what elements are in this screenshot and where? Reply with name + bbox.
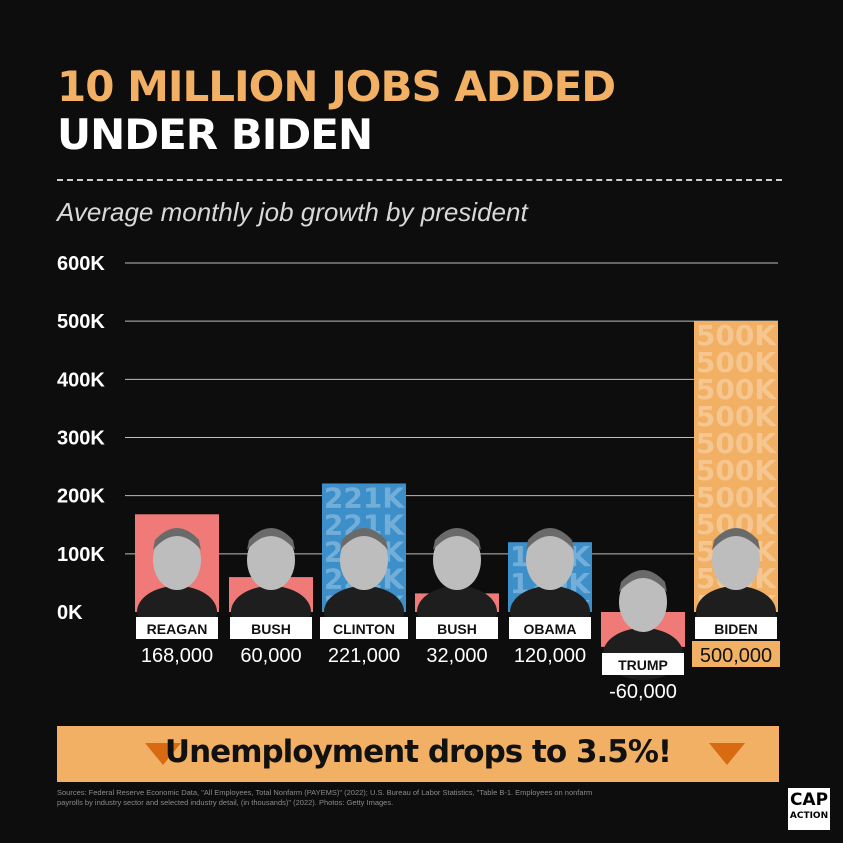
- bar-value-label: 221,000: [328, 645, 400, 667]
- bar-group: TRUMP -60,000: [601, 570, 685, 703]
- y-tick-label: 500K: [57, 311, 105, 333]
- bar-watermark-text: 500K: [696, 400, 777, 433]
- portrait-hair: [526, 528, 574, 550]
- chart-subtitle: Average monthly job growth by president: [57, 197, 528, 227]
- name-label-box: [602, 653, 684, 675]
- cap-action-logo: CAP ACTION: [788, 788, 830, 830]
- bar-group: BUSH 60,000: [229, 528, 313, 667]
- name-label-box: [695, 617, 777, 639]
- president-name-label: OBAMA: [524, 621, 577, 637]
- dashed-divider: [57, 179, 782, 181]
- bar-group: BUSH 32,000: [415, 528, 499, 667]
- bar-group: 500K500K500K500K500K500K500K500K500K500K…: [692, 319, 780, 667]
- portrait-hair: [712, 528, 760, 550]
- down-arrow-icon: [145, 743, 181, 765]
- president-name-label: TRUMP: [618, 657, 668, 673]
- portrait-head: [340, 530, 388, 590]
- portrait-hair: [433, 528, 481, 550]
- portrait-hair: [247, 528, 295, 550]
- bar-watermark-text: 500K: [696, 454, 777, 487]
- portrait-head: [153, 530, 201, 590]
- title-line-2: UNDER BIDEN: [57, 110, 373, 159]
- bar-value-label: 168,000: [141, 645, 213, 667]
- portrait-head: [526, 530, 574, 590]
- bar-value-label: -60,000: [609, 681, 677, 703]
- name-label-box: [230, 617, 312, 639]
- bar-value-label: 60,000: [240, 645, 301, 667]
- bar-watermark-text: 500K: [696, 373, 777, 406]
- portrait-head: [247, 530, 295, 590]
- president-name-label: CLINTON: [333, 621, 395, 637]
- president-name-label: REAGAN: [147, 621, 208, 637]
- bar-value-label: 32,000: [426, 645, 487, 667]
- name-label-box: [416, 617, 498, 639]
- y-tick-label: 600K: [57, 253, 105, 275]
- name-label-box: [320, 617, 408, 639]
- portrait-head: [433, 530, 481, 590]
- bar-watermark-text: 500K: [696, 481, 777, 514]
- bar-value-label: 120,000: [514, 645, 586, 667]
- bar-watermark-text: 500K: [696, 346, 777, 379]
- portrait-head: [619, 572, 667, 632]
- portrait-hair: [619, 570, 667, 592]
- bar-group: 221K221K221K221K221KCLINTON221,000: [320, 481, 408, 667]
- portrait-hair: [153, 528, 201, 550]
- president-name-label: BIDEN: [714, 621, 758, 637]
- name-label-box: [136, 617, 218, 639]
- president-name-label: BUSH: [251, 621, 291, 637]
- banner-text: Unemployment drops to 3.5%!: [164, 734, 672, 770]
- y-tick-label: 0K: [57, 602, 83, 624]
- y-tick-label: 100K: [57, 544, 105, 566]
- bar-group: REAGAN 168,000: [135, 514, 219, 667]
- portrait-hair: [340, 528, 388, 550]
- down-arrow-icon: [709, 743, 745, 765]
- title-line-1: 10 MILLION JOBS ADDED: [57, 62, 616, 111]
- bar-watermark-text: 500K: [696, 319, 777, 352]
- source-note: Sources: Federal Reserve Economic Data, …: [57, 788, 593, 807]
- president-name-label: BUSH: [437, 621, 477, 637]
- bar-group: 120K120K120KOBAMA120,000: [508, 528, 592, 667]
- logo-line-1: CAP: [789, 790, 829, 810]
- name-label-box: [509, 617, 591, 639]
- bar-chart: 600K 500K 400K 300K 200K 100K 0K REAGAN 168,000 B…: [57, 253, 780, 703]
- logo-line-2: ACTION: [789, 811, 829, 821]
- y-tick-label: 300K: [57, 428, 105, 450]
- unemployment-banner: Unemployment drops to 3.5%!: [57, 726, 779, 782]
- y-tick-label: 400K: [57, 369, 105, 391]
- value-label-highlight: [692, 641, 780, 667]
- bar-watermark-text: 500K: [696, 427, 777, 460]
- bar-value-label: 500,000: [700, 645, 772, 667]
- y-tick-label: 200K: [57, 486, 105, 508]
- bar-watermark-text: 221K: [324, 481, 405, 514]
- portrait-head: [712, 530, 760, 590]
